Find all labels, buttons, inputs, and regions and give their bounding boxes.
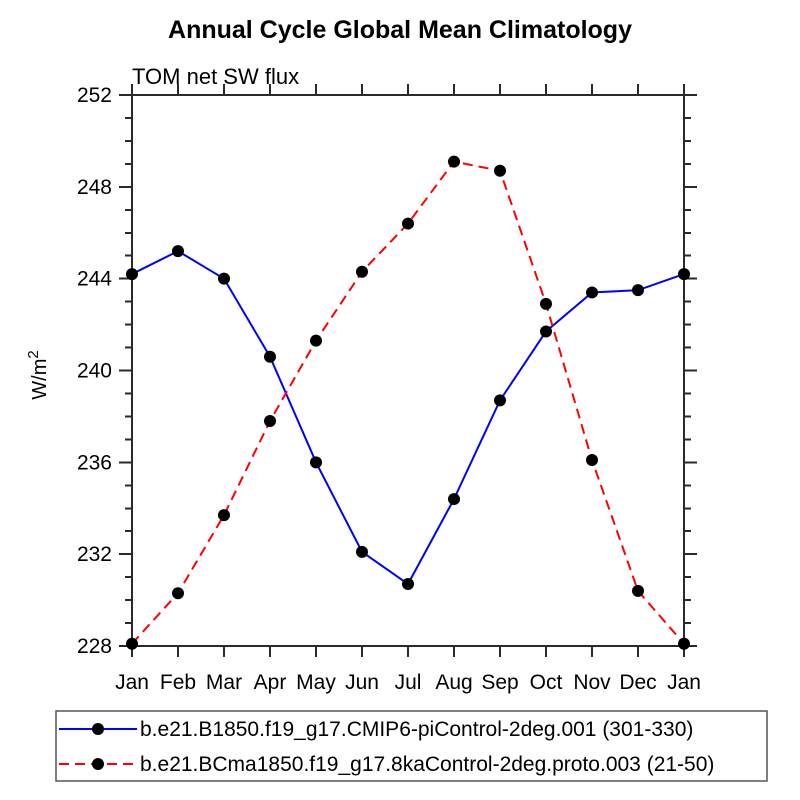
x-tick-label: Oct [530, 671, 563, 694]
x-tick-label: Feb [160, 671, 196, 694]
x-tick-labels: Jan Feb Mar Apr May Jun Jul Aug Sep Oct Nov Dec Jan [115, 671, 701, 694]
data-point-marker [678, 268, 690, 281]
data-point-marker [126, 637, 138, 650]
y-tick-label: 236 [77, 451, 112, 474]
x-tick-label: Apr [254, 671, 287, 694]
y-tick-label: 248 [77, 176, 112, 199]
data-point-marker [172, 587, 184, 600]
data-point-marker [494, 164, 506, 177]
legend-marker-8kacontrol [92, 758, 104, 770]
data-point-marker [126, 268, 138, 281]
y-tick-label: 240 [77, 360, 112, 383]
x-tick-label: Jan [667, 671, 701, 694]
data-point-marker [586, 286, 598, 299]
y-tick-label: 228 [77, 635, 112, 658]
data-point-marker [402, 578, 414, 591]
legend-label-picontrol: b.e21.B1850.f19_g17.CMIP6-piControl-2deg… [140, 718, 693, 741]
data-point-marker [540, 297, 552, 310]
data-point-marker [632, 284, 644, 297]
legend-box [55, 710, 768, 782]
y-tick-label: 252 [77, 84, 112, 107]
axis-tick-marks [119, 84, 697, 657]
plot-frame [131, 94, 685, 647]
data-point-marker [310, 456, 322, 469]
legend: b.e21.B1850.f19_g17.CMIP6-piControl-2deg… [55, 710, 768, 782]
legend-label-8kacontrol: b.e21.BCma1850.f19_g17.8kaControl-2deg.p… [140, 753, 714, 776]
x-tick-label: Jan [115, 671, 149, 694]
chart-title: Annual Cycle Global Mean Climatology [168, 16, 632, 44]
data-point-marker [632, 584, 644, 597]
y-axis-title: W/m2 [25, 350, 51, 399]
y-tick-labels: 228 232 236 240 244 248 252 [77, 84, 112, 658]
legend-marker-picontrol [92, 723, 104, 735]
marker-layer [126, 155, 690, 650]
data-point-marker [264, 350, 276, 363]
x-tick-label: Dec [619, 671, 656, 694]
data-point-marker [402, 217, 414, 230]
data-point-marker [448, 155, 460, 168]
series-line-1 [131, 160, 685, 645]
plot-area: 228 232 236 240 244 248 252 Jan Feb Mar Apr May Jun… [77, 84, 701, 694]
x-tick-label: Nov [573, 671, 611, 694]
data-point-marker [448, 493, 460, 506]
data-point-marker [264, 415, 276, 428]
data-point-marker [172, 245, 184, 258]
data-point-marker [586, 454, 598, 467]
y-tick-label: 232 [77, 543, 112, 566]
data-point-marker [494, 394, 506, 407]
x-tick-label: May [296, 671, 336, 694]
x-tick-label: Sep [481, 671, 518, 694]
data-point-marker [356, 545, 368, 558]
data-point-marker [218, 272, 230, 285]
data-point-marker [310, 334, 322, 347]
y-tick-label: 244 [77, 268, 112, 291]
data-point-marker [218, 509, 230, 522]
y-axis-title-superscript: 2 [25, 350, 42, 358]
data-point-marker [356, 265, 368, 278]
data-point-marker [678, 637, 690, 650]
data-point-marker [540, 325, 552, 338]
x-tick-label: Jul [395, 671, 422, 694]
y-axis-title-base: W/m [29, 359, 51, 400]
series-line-0 [131, 249, 685, 586]
x-tick-label: Jun [345, 671, 379, 694]
chart-subtitle: TOM net SW flux [132, 64, 299, 89]
series-layer [131, 160, 685, 645]
x-tick-label: Mar [206, 671, 242, 694]
x-tick-label: Aug [435, 671, 472, 694]
